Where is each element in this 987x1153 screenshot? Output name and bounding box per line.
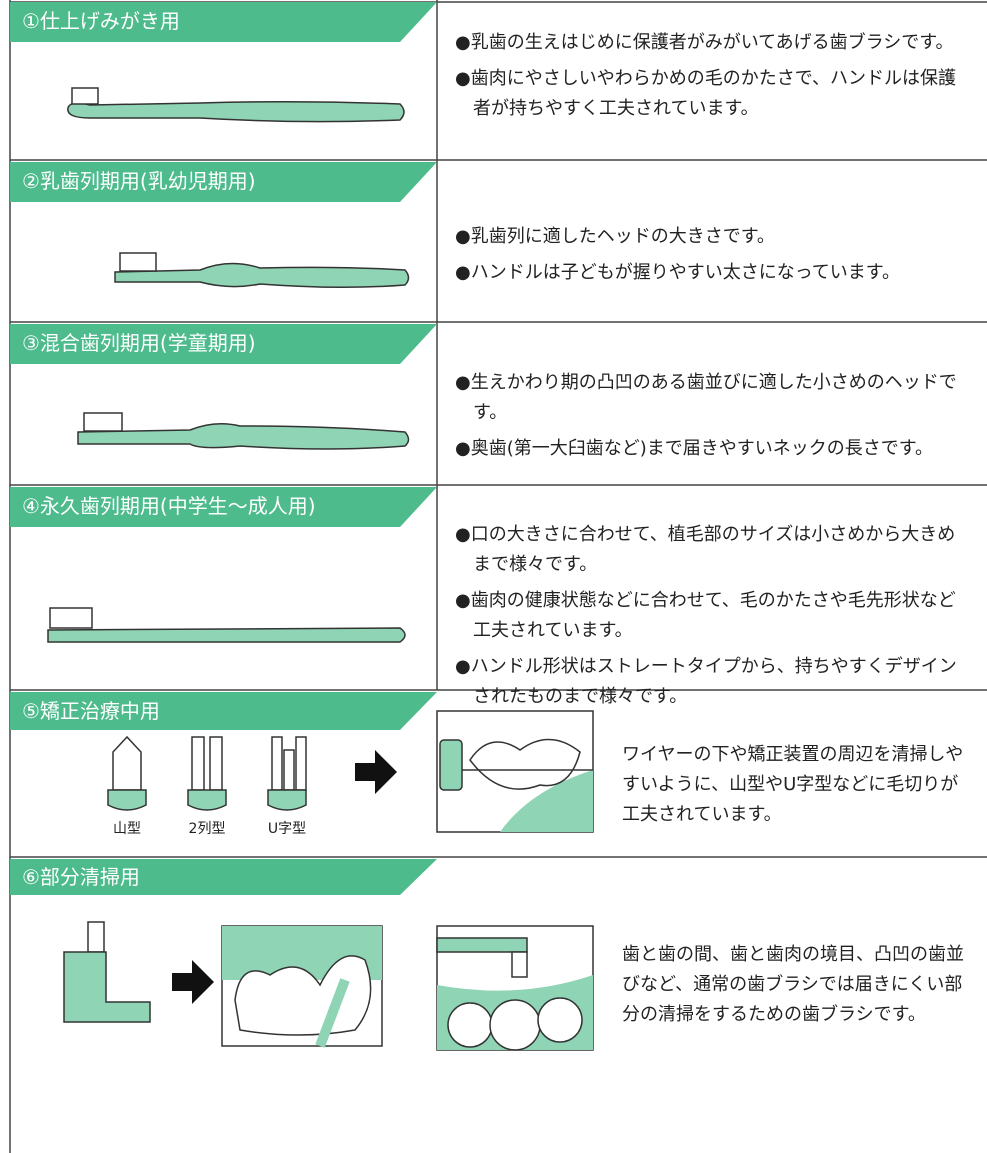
- section-title: ⑥部分清掃用: [22, 865, 140, 889]
- label: 2列型: [188, 821, 226, 837]
- label: U字型: [267, 821, 307, 837]
- bullet: ●歯肉にやさしいやわらかめの毛のかたさで、ハンドルは保護者が持ちやすく工夫されて…: [455, 68, 956, 119]
- section-title: ②乳歯列期用(乳幼児期用): [22, 169, 256, 193]
- bullet: ●口の大きさに合わせて、植毛部のサイズは小さめから大きめまで様々です。: [455, 524, 956, 575]
- bullets: ●口の大きさに合わせて、植毛部のサイズは小さめから大きめまで様々です。 ●歯肉の健…: [455, 520, 970, 718]
- bullet: ●ハンドルは子どもが握りやすい太さになっています。: [455, 262, 901, 283]
- section-title: ⑤矯正治療中用: [22, 699, 160, 723]
- bullet: ●乳歯列に適したヘッドの大きさです。: [455, 226, 775, 247]
- bullet: ●ハンドル形状はストレートタイプから、持ちやすくデザインされたものまで様々です。: [455, 656, 957, 707]
- bullet: ●奥歯(第一大臼歯など)まで届きやすいネックの長さです。: [455, 438, 933, 459]
- description: ワイヤーの下や矯正装置の周辺を清掃しやすいように、山型やU字型などに毛切りが工夫…: [622, 744, 964, 825]
- bullet: ●生えかわり期の凸凹のある歯並びに適した小さめのヘッドです。: [455, 372, 957, 423]
- bullets: ●乳歯列に適したヘッドの大きさです。 ●ハンドルは子どもが握りやすい太さになってい…: [455, 222, 970, 294]
- section-title: ③混合歯列期用(学童期用): [22, 331, 256, 355]
- bullet: ●歯肉の健康状態などに合わせて、毛のかたさや毛先形状など工夫されています。: [455, 590, 956, 641]
- bullet: ●乳歯の生えはじめに保護者がみがいてあげる歯ブラシです。: [455, 32, 954, 53]
- section-title: ①仕上げみがき用: [22, 9, 180, 33]
- bullets: ●生えかわり期の凸凹のある歯並びに適した小さめのヘッドです。 ●奥歯(第一大臼歯な…: [455, 368, 970, 470]
- section-title: ④永久歯列期用(中学生～成人用): [22, 494, 316, 518]
- description: 歯と歯の間、歯と歯肉の境目、凸凹の歯並びなど、通常の歯ブラシでは届きにくい部分の…: [622, 944, 964, 1025]
- label: 山型: [113, 821, 141, 837]
- bullets: ●乳歯の生えはじめに保護者がみがいてあげる歯ブラシです。 ●歯肉にやさしいやわらか…: [455, 28, 970, 130]
